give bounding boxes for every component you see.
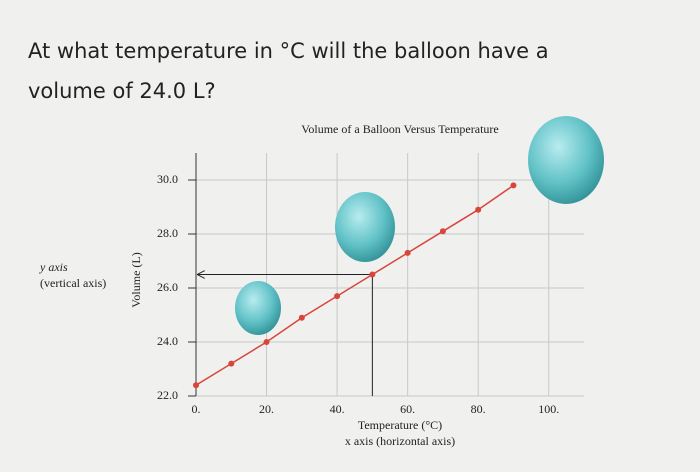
balloon (335, 192, 395, 262)
y-tick-label: 26.0 (157, 280, 178, 294)
x-tick-label: 80. (471, 402, 486, 416)
x-tick-label: 20. (259, 402, 274, 416)
x-tick-label: 100. (538, 402, 559, 416)
y-tick-label: 28.0 (157, 226, 178, 240)
x-axis-label: Temperature (°C) (358, 418, 442, 432)
x-annotation: x axis (horizontal axis) (345, 434, 455, 448)
x-tick-label: 40. (330, 402, 345, 416)
data-point (334, 293, 341, 300)
data-point (193, 382, 199, 389)
data-point (228, 360, 235, 367)
y-annotation: (vertical axis) (40, 276, 106, 290)
y-tick-label: 30.0 (157, 172, 178, 186)
y-tick-label: 22.0 (157, 388, 178, 402)
data-point (298, 314, 305, 321)
balloons (235, 116, 604, 335)
question-line: volume of 24.0 L? (28, 79, 216, 103)
balloon (528, 116, 604, 204)
data-point (475, 206, 482, 213)
question-line: At what temperature in °C will the ballo… (28, 39, 549, 63)
data-point (263, 339, 270, 345)
y-axis-label: Volume (L) (129, 252, 143, 307)
chart-title: Volume of a Balloon Versus Temperature (301, 122, 498, 136)
x-tick-label: 0. (192, 402, 201, 416)
y-annotation: y axis (39, 260, 68, 274)
data-line (195, 184, 514, 386)
x-tick-label: 60. (400, 402, 415, 416)
balloon (235, 281, 281, 335)
y-tick-label: 24.0 (157, 334, 178, 348)
data-point (404, 249, 411, 256)
data-point (439, 228, 446, 235)
data-point (369, 271, 376, 278)
data-point (510, 182, 517, 189)
plot: 22.0 24.0 26.0 28.0 30.0 0. 20. 40. 60. 80. 100. (157, 153, 584, 416)
